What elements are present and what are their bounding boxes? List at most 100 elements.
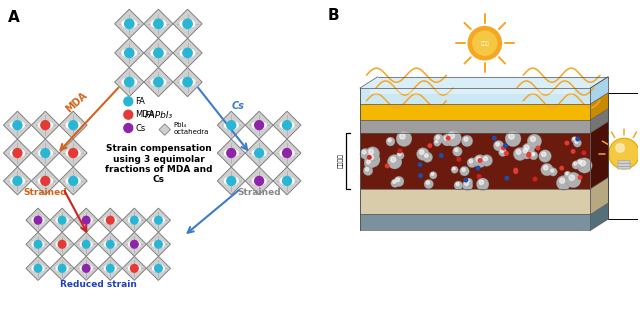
Circle shape — [394, 176, 404, 187]
Circle shape — [531, 153, 534, 156]
Circle shape — [564, 171, 572, 178]
Polygon shape — [3, 167, 31, 195]
Text: 강활성층: 강활성층 — [339, 153, 344, 168]
Circle shape — [183, 48, 192, 58]
Circle shape — [505, 152, 508, 155]
Circle shape — [131, 216, 138, 224]
Polygon shape — [360, 133, 591, 189]
Text: B: B — [328, 8, 340, 23]
Polygon shape — [591, 93, 608, 120]
Circle shape — [514, 170, 518, 173]
Circle shape — [481, 155, 493, 166]
Polygon shape — [10, 121, 25, 130]
Polygon shape — [65, 176, 81, 185]
Circle shape — [566, 172, 581, 188]
Circle shape — [460, 166, 469, 176]
Circle shape — [576, 159, 586, 168]
Circle shape — [362, 150, 366, 154]
Circle shape — [573, 138, 575, 140]
Circle shape — [477, 175, 481, 178]
Circle shape — [124, 124, 132, 132]
Polygon shape — [79, 240, 93, 248]
Circle shape — [396, 178, 399, 182]
Polygon shape — [252, 176, 267, 185]
Polygon shape — [3, 111, 31, 139]
Circle shape — [425, 154, 428, 157]
Polygon shape — [180, 19, 196, 28]
Circle shape — [388, 139, 391, 142]
Circle shape — [572, 150, 575, 153]
Polygon shape — [591, 178, 608, 214]
Polygon shape — [79, 265, 93, 272]
Circle shape — [559, 178, 564, 183]
Circle shape — [502, 146, 505, 150]
Circle shape — [365, 147, 380, 161]
Circle shape — [106, 240, 114, 248]
Circle shape — [531, 137, 536, 141]
Circle shape — [124, 97, 132, 106]
Circle shape — [255, 176, 264, 185]
Circle shape — [464, 178, 468, 182]
Circle shape — [124, 110, 132, 119]
Circle shape — [13, 148, 22, 157]
Circle shape — [227, 121, 236, 130]
Polygon shape — [115, 68, 144, 97]
Polygon shape — [122, 256, 147, 280]
Circle shape — [504, 144, 507, 148]
Circle shape — [560, 166, 563, 170]
Circle shape — [465, 178, 473, 186]
Polygon shape — [115, 38, 144, 68]
Polygon shape — [65, 121, 81, 130]
Circle shape — [436, 136, 440, 139]
Circle shape — [417, 148, 429, 160]
Polygon shape — [60, 139, 87, 167]
Polygon shape — [50, 256, 74, 280]
Circle shape — [390, 157, 396, 162]
Polygon shape — [223, 148, 239, 157]
Circle shape — [476, 178, 489, 190]
Polygon shape — [280, 121, 294, 130]
Polygon shape — [74, 208, 98, 232]
Circle shape — [462, 168, 465, 172]
Circle shape — [569, 175, 575, 180]
Circle shape — [513, 148, 527, 161]
Circle shape — [474, 155, 486, 168]
Circle shape — [283, 121, 291, 130]
Polygon shape — [122, 208, 147, 232]
Polygon shape — [252, 148, 267, 157]
Circle shape — [283, 148, 291, 157]
Polygon shape — [26, 256, 50, 280]
Polygon shape — [31, 167, 60, 195]
Circle shape — [367, 156, 371, 159]
Polygon shape — [122, 232, 147, 256]
Circle shape — [616, 144, 625, 152]
Circle shape — [531, 152, 538, 158]
Polygon shape — [104, 240, 117, 248]
Circle shape — [523, 148, 527, 153]
Circle shape — [13, 176, 22, 185]
Circle shape — [451, 166, 458, 173]
Circle shape — [525, 145, 529, 149]
Polygon shape — [218, 139, 245, 167]
Polygon shape — [38, 148, 53, 157]
Polygon shape — [104, 265, 117, 272]
Circle shape — [462, 180, 473, 191]
Polygon shape — [618, 161, 630, 169]
Polygon shape — [128, 265, 141, 272]
Polygon shape — [50, 208, 74, 232]
Polygon shape — [31, 111, 60, 139]
Circle shape — [154, 77, 163, 87]
Circle shape — [549, 168, 557, 176]
Polygon shape — [60, 111, 87, 139]
Polygon shape — [104, 216, 117, 224]
Circle shape — [255, 121, 264, 130]
Circle shape — [461, 135, 473, 147]
Polygon shape — [56, 216, 68, 224]
Polygon shape — [150, 19, 166, 28]
Polygon shape — [152, 240, 165, 248]
Circle shape — [58, 240, 66, 248]
Circle shape — [41, 148, 50, 157]
Polygon shape — [26, 232, 50, 256]
Polygon shape — [121, 77, 137, 87]
Circle shape — [396, 152, 404, 159]
